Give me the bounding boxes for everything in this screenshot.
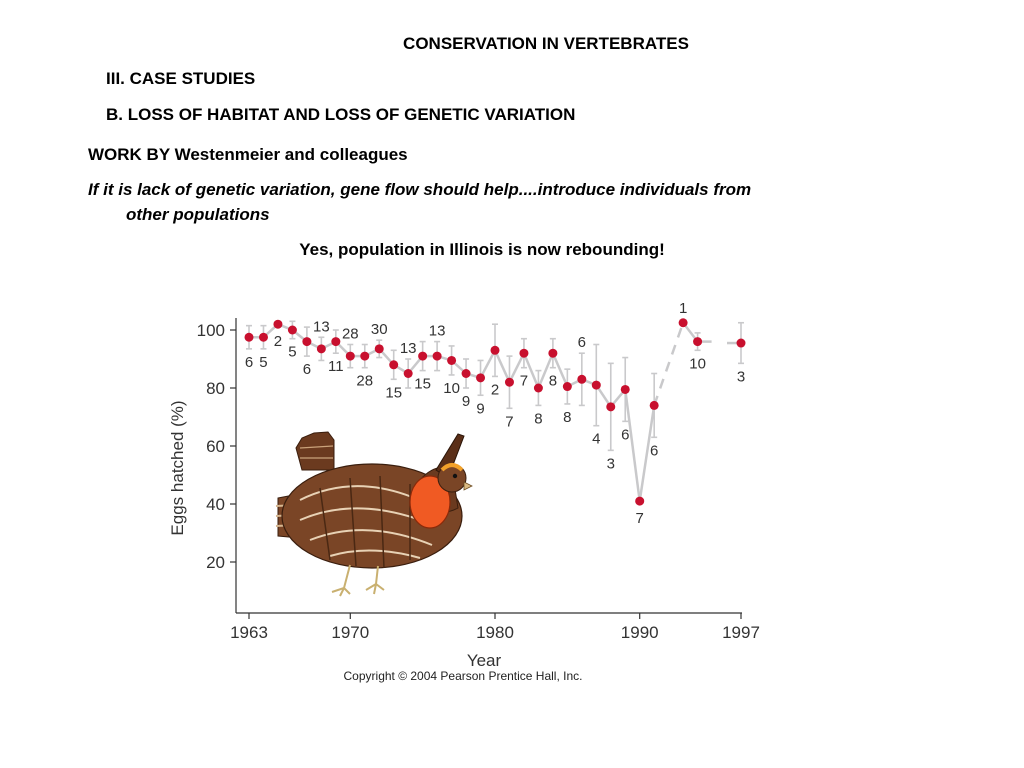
y-tick-label: 100 bbox=[197, 321, 225, 340]
data-point bbox=[360, 351, 370, 361]
sample-size-label: 5 bbox=[288, 344, 296, 361]
data-point bbox=[649, 400, 659, 410]
section-heading: III. CASE STUDIES bbox=[106, 69, 256, 88]
y-tick-label: 40 bbox=[206, 495, 225, 514]
data-point bbox=[461, 369, 471, 378]
sample-size-label: 11 bbox=[328, 358, 344, 375]
sample-size-label: 8 bbox=[534, 410, 542, 427]
x-axis-title: Year bbox=[467, 651, 502, 670]
data-point bbox=[287, 325, 297, 335]
y-axis-title: Eggs hatched (%) bbox=[168, 400, 187, 535]
sample-size-label: 7 bbox=[636, 510, 644, 527]
data-point bbox=[533, 383, 543, 393]
series-line-segment bbox=[623, 389, 641, 502]
italic-line-2: other populations bbox=[126, 205, 270, 224]
data-point bbox=[418, 351, 428, 361]
sample-size-label: 6 bbox=[650, 442, 658, 459]
sample-size-label: 10 bbox=[689, 355, 706, 372]
data-point bbox=[548, 348, 558, 358]
y-tick-label: 60 bbox=[206, 437, 225, 456]
data-point bbox=[447, 355, 457, 365]
sample-size-label: 28 bbox=[356, 373, 373, 390]
data-point bbox=[490, 345, 500, 355]
data-point bbox=[606, 402, 616, 412]
subsection-heading: B. LOSS OF HABITAT AND LOSS OF GENETIC V… bbox=[106, 105, 576, 124]
data-point bbox=[693, 337, 703, 347]
sample-size-label: 15 bbox=[385, 384, 402, 401]
x-tick-label: 1997 bbox=[722, 623, 760, 642]
series-line-segment bbox=[493, 349, 511, 383]
sample-size-label: 3 bbox=[737, 368, 745, 385]
sample-size-label: 10 bbox=[443, 380, 460, 397]
series-line-segment bbox=[537, 352, 555, 389]
data-point bbox=[331, 337, 341, 347]
sample-size-label: 13 bbox=[313, 318, 330, 335]
x-tick-label: 1990 bbox=[621, 623, 659, 642]
sample-size-label: 2 bbox=[274, 333, 282, 350]
prairie-chicken-illustration bbox=[275, 431, 473, 597]
data-point bbox=[591, 380, 601, 390]
data-point bbox=[316, 344, 326, 354]
conclusion-line: Yes, population in Illinois is now rebou… bbox=[299, 240, 665, 259]
sample-size-label: 15 bbox=[414, 376, 431, 393]
sample-size-label: 6 bbox=[578, 334, 586, 351]
sample-size-label: 6 bbox=[245, 354, 253, 371]
slide-title: CONSERVATION IN VERTEBRATES bbox=[403, 34, 689, 53]
sample-size-label: 7 bbox=[505, 413, 513, 430]
x-tick-label: 1980 bbox=[476, 623, 514, 642]
series-line-segment bbox=[508, 352, 526, 383]
data-point bbox=[302, 337, 312, 347]
sample-size-label: 9 bbox=[476, 400, 484, 417]
series-line-segment bbox=[522, 352, 540, 389]
work-line: WORK BY Westenmeier and colleagues bbox=[88, 145, 408, 164]
data-point bbox=[635, 496, 645, 506]
data-point bbox=[504, 377, 514, 387]
sample-size-label: 4 bbox=[592, 431, 600, 448]
data-point bbox=[620, 384, 630, 394]
data-point bbox=[476, 373, 486, 383]
sample-size-label: 13 bbox=[429, 323, 446, 340]
sample-size-label: 6 bbox=[621, 426, 629, 443]
sample-size-label: 5 bbox=[259, 354, 267, 371]
data-point bbox=[432, 351, 442, 361]
sample-size-label: 1 bbox=[679, 300, 687, 317]
y-tick-label: 80 bbox=[206, 379, 225, 398]
italic-line-1: If it is lack of genetic variation, gene… bbox=[88, 180, 752, 199]
sample-size-label: 30 bbox=[371, 321, 388, 338]
sample-size-label: 28 bbox=[342, 326, 359, 343]
data-point bbox=[519, 348, 529, 358]
x-tick-label: 1963 bbox=[230, 623, 268, 642]
series-line-segment bbox=[638, 405, 656, 502]
data-point bbox=[403, 369, 413, 378]
data-point bbox=[345, 351, 355, 361]
copyright-notice: Copyright © 2004 Pearson Prentice Hall, … bbox=[344, 669, 583, 683]
data-point bbox=[258, 332, 268, 342]
data-point bbox=[244, 332, 254, 342]
data-point bbox=[736, 338, 746, 348]
sample-size-label: 3 bbox=[607, 455, 615, 472]
data-point bbox=[374, 344, 384, 354]
series-line-segment bbox=[551, 352, 569, 388]
data-point bbox=[678, 318, 688, 328]
sample-size-label: 7 bbox=[520, 373, 528, 390]
series-line-segment bbox=[479, 349, 497, 379]
sample-size-label: 2 bbox=[491, 381, 499, 398]
sample-size-label: 13 bbox=[400, 340, 417, 357]
x-tick-label: 1970 bbox=[331, 623, 369, 642]
data-point bbox=[577, 374, 587, 384]
sample-size-label: 6 bbox=[303, 361, 311, 378]
sample-size-label: 9 bbox=[462, 393, 470, 410]
sample-size-label: 8 bbox=[549, 373, 557, 390]
data-point bbox=[389, 360, 399, 370]
data-point bbox=[562, 382, 572, 392]
y-tick-label: 20 bbox=[206, 553, 225, 572]
sample-size-label: 8 bbox=[563, 409, 571, 426]
data-point bbox=[273, 319, 283, 329]
series-gap-segment bbox=[652, 322, 685, 406]
